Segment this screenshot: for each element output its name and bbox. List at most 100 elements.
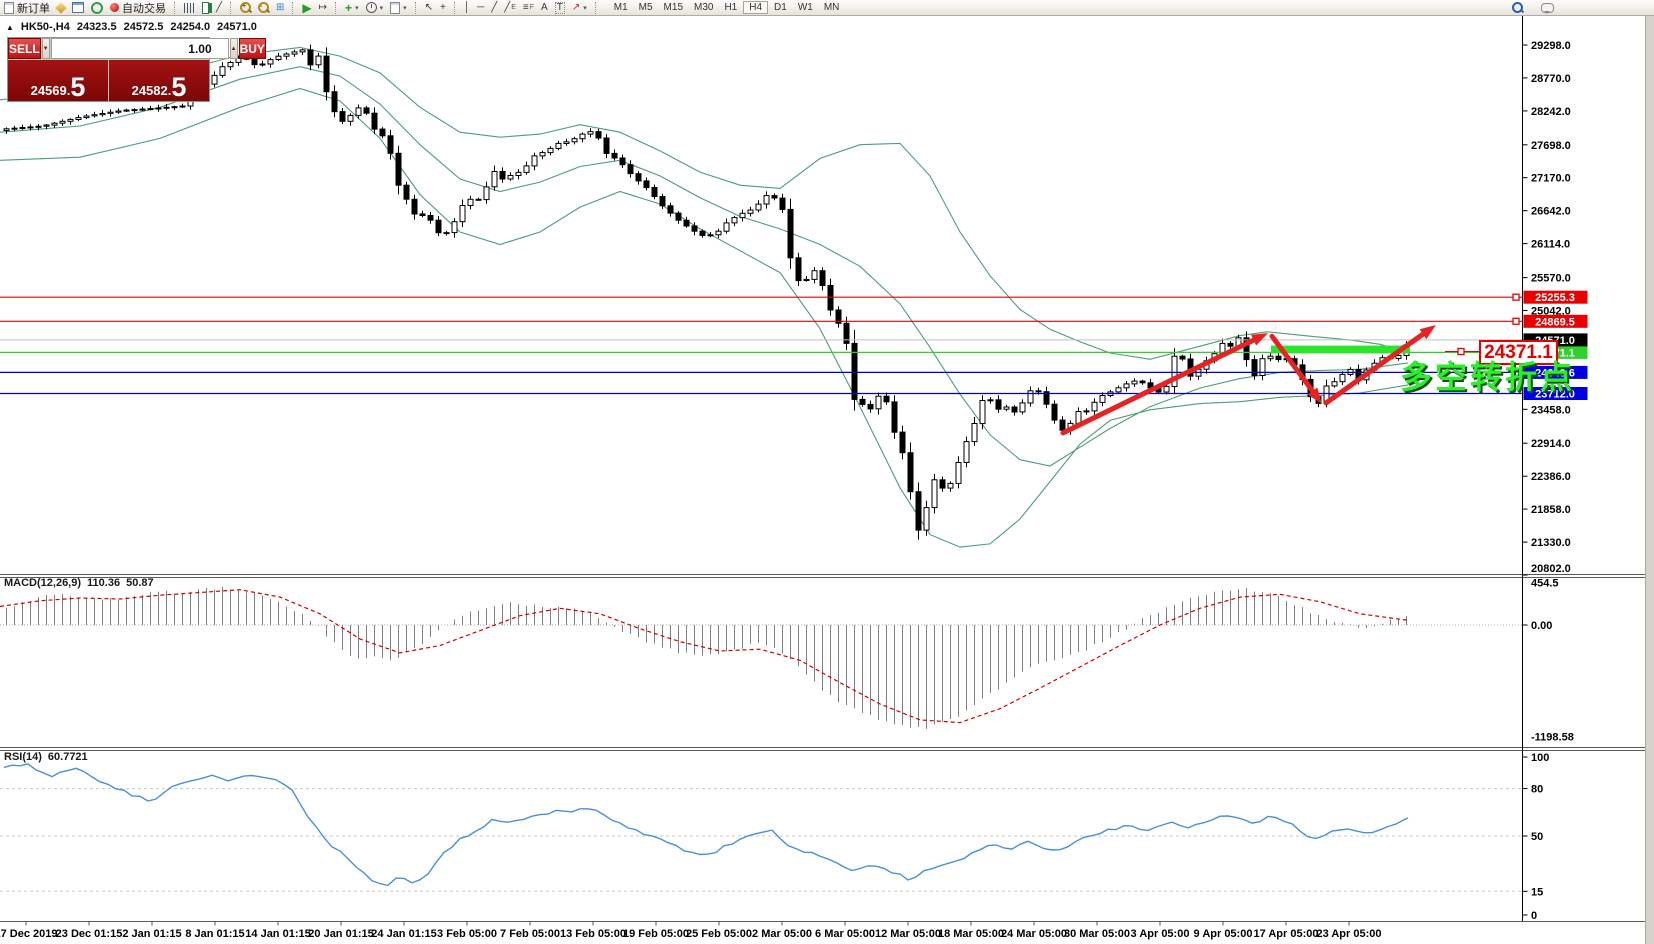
svg-text:3 Feb 05:00: 3 Feb 05:00	[437, 928, 497, 940]
svg-text:15: 15	[1531, 886, 1543, 898]
svg-text:24 Jan 01:15: 24 Jan 01:15	[371, 928, 436, 940]
hline-tool-button[interactable]: ─	[475, 1, 486, 15]
indicators-button[interactable]: + ▾	[343, 1, 361, 15]
svg-text:21858.0: 21858.0	[1531, 504, 1571, 516]
rsi-value: 60.7721	[47, 751, 88, 763]
symbol-triangle-icon: ▲	[6, 22, 14, 32]
zoom-in-button[interactable]: +	[238, 1, 253, 15]
timeframe-mn[interactable]: MN	[823, 2, 840, 13]
sell-button[interactable]: SELL	[8, 38, 41, 59]
candlestick-chart-button[interactable]	[200, 1, 211, 15]
timeframe-m1[interactable]: M1	[613, 2, 628, 13]
templates-button[interactable]: ▾	[388, 1, 409, 15]
trendline-icon: ╱	[491, 1, 498, 13]
svg-text:0: 0	[1531, 910, 1537, 922]
window-scrollbar	[1645, 16, 1654, 944]
chart-shift-button[interactable]: ↦	[317, 1, 329, 15]
new-chart-button[interactable]	[70, 1, 86, 15]
label-tool-button[interactable]: T	[553, 1, 567, 15]
macd-indicator-label: MACD(12,26,9) 110.36 50.87	[4, 577, 154, 589]
svg-text:24 Mar 05:00: 24 Mar 05:00	[1001, 928, 1067, 940]
horizontal-levels[interactable]	[0, 296, 1522, 395]
svg-text:14 Jan 01:15: 14 Jan 01:15	[245, 928, 310, 940]
macd-signal-value: 50.87	[126, 577, 154, 589]
svg-text:24049.6: 24049.6	[1535, 367, 1575, 379]
svg-text:3 Apr 05:00: 3 Apr 05:00	[1131, 928, 1190, 940]
chart-header: ▲ HK50-,H4 24323.5 24572.5 24254.0 24571…	[6, 21, 257, 33]
svg-text:17 Dec 2019: 17 Dec 2019	[0, 928, 58, 940]
svg-text:2 Jan 01:15: 2 Jan 01:15	[122, 928, 181, 940]
svg-text:50: 50	[1531, 831, 1543, 843]
signal-icon	[91, 1, 103, 14]
cursor-button[interactable]: ↖	[423, 1, 435, 15]
svg-text:12 Mar 05:00: 12 Mar 05:00	[875, 928, 941, 940]
svg-text:30 Mar 05:00: 30 Mar 05:00	[1064, 928, 1130, 940]
zoom-out-button[interactable]: -	[256, 1, 271, 15]
text-label-icon: T	[554, 1, 565, 14]
toolbar-separator	[174, 1, 176, 14]
vertical-line-icon: │	[463, 1, 471, 13]
new-order-button[interactable]: 新订单	[2, 1, 52, 15]
autotrading-button[interactable]: 自动交易	[108, 1, 168, 15]
crosshair-button[interactable]: +	[438, 1, 448, 15]
turning-point-annotation[interactable]: 多空转折点	[1400, 359, 1576, 395]
buy-button[interactable]: BUY	[238, 38, 266, 59]
svg-text:2 Mar 05:00: 2 Mar 05:00	[752, 928, 812, 940]
svg-text:23712.0: 23712.0	[1535, 388, 1575, 400]
toolbar-separator	[414, 1, 417, 14]
bar-chart-button[interactable]	[182, 1, 197, 15]
auto-scroll-icon: ▶	[302, 0, 312, 15]
volume-input[interactable]	[50, 38, 229, 59]
buy-price[interactable]: 24582. 5	[109, 60, 209, 101]
vline-tool-button[interactable]: │	[462, 1, 472, 15]
timeframe-m15[interactable]: M15	[663, 2, 683, 13]
bollinger-bands	[0, 46, 1409, 548]
svg-text:20 Jan 01:15: 20 Jan 01:15	[308, 928, 373, 940]
fibonacci-tool-button[interactable]: ≡ F	[522, 1, 535, 13]
svg-text:0.00: 0.00	[1531, 620, 1552, 632]
channel-tool-button[interactable]: ╱ E	[504, 1, 516, 13]
timeframe-m5[interactable]: M5	[638, 2, 653, 13]
toolbar: 新订单 自动交易 ╱ + - ⊞ ▶ ↦ + ▾ ▾ ▾ ↖ + │ ─ ╱ ╱ E…	[0, 0, 1654, 16]
market-watch-button[interactable]	[55, 1, 67, 15]
sell-price[interactable]: 24569. 5	[8, 60, 108, 101]
text-tool-button[interactable]: A	[539, 1, 550, 15]
periods-button[interactable]: ▾	[364, 1, 386, 15]
auto-scroll-button[interactable]: ▶	[300, 1, 313, 15]
macd-main-value: 110.36	[87, 577, 121, 589]
trendline-tool-button[interactable]: ╱	[489, 1, 499, 15]
tile-windows-button[interactable]: ⊞	[274, 1, 286, 15]
volume-decrease-button[interactable]: ▼	[41, 38, 50, 59]
timeframe-h4[interactable]: H4	[743, 1, 769, 14]
price-annotation-box[interactable]: 24371.1	[1479, 340, 1558, 365]
timeframe-h1[interactable]: H1	[724, 2, 738, 13]
support-zone[interactable]	[1271, 345, 1410, 354]
volume-increase-button[interactable]: ▲	[229, 38, 238, 59]
chat-button[interactable]	[1539, 1, 1556, 15]
chart-symbol: HK50-,H4	[20, 21, 70, 33]
svg-text:27170.0: 27170.0	[1531, 173, 1571, 185]
market-watch-icon	[55, 1, 67, 14]
macd-name: MACD(12,26,9)	[4, 577, 82, 589]
chevron-down-icon: ▾	[583, 4, 587, 12]
trend-arrows[interactable]	[1060, 325, 1436, 436]
svg-text:17 Apr 05:00: 17 Apr 05:00	[1253, 928, 1318, 940]
chart-window-icon	[72, 2, 84, 13]
ohlc-low: 24254.0	[170, 21, 211, 33]
svg-text:23 Dec 01:15: 23 Dec 01:15	[56, 928, 123, 940]
line-chart-button[interactable]: ╱	[214, 1, 224, 15]
arrows-tool-button[interactable]: ↗ ▾	[570, 1, 589, 15]
svg-text:18 Mar 05:00: 18 Mar 05:00	[938, 928, 1004, 940]
candlestick-icon	[202, 1, 209, 14]
svg-text:8 Jan 01:15: 8 Jan 01:15	[185, 928, 244, 940]
signals-button[interactable]	[89, 1, 105, 15]
rsi-pane: 100 80 50 15 0	[0, 752, 1549, 922]
svg-text:25042.0: 25042.0	[1531, 305, 1571, 317]
search-icon	[1512, 2, 1523, 13]
timeframe-m30[interactable]: M30	[694, 2, 714, 13]
toolbar-separator	[230, 1, 232, 14]
timeframe-d1[interactable]: D1	[774, 2, 787, 13]
search-button[interactable]	[1510, 1, 1525, 15]
timeframe-w1[interactable]: W1	[797, 2, 813, 13]
